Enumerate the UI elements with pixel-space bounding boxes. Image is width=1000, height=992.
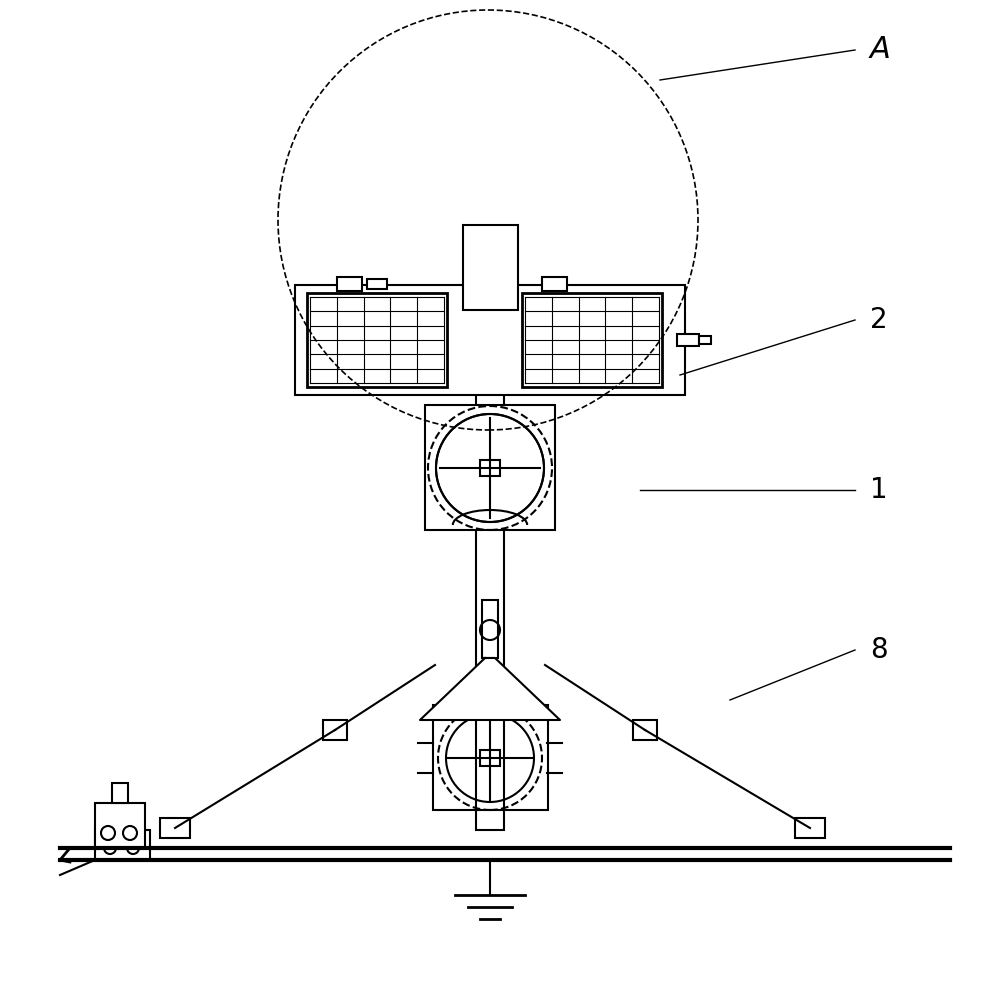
Bar	[482, 600, 498, 658]
Bar	[677, 334, 699, 346]
Bar	[542, 277, 567, 291]
Bar	[307, 293, 447, 387]
Bar	[480, 750, 500, 766]
Bar	[699, 336, 711, 344]
Bar	[323, 720, 347, 740]
Bar	[120, 812, 132, 830]
Text: 1: 1	[870, 476, 888, 504]
Bar	[295, 285, 685, 395]
Bar	[433, 705, 548, 810]
Bar	[463, 225, 518, 310]
Text: A: A	[870, 36, 891, 64]
Bar	[337, 277, 362, 291]
Bar	[476, 315, 504, 830]
Bar	[522, 293, 662, 387]
Circle shape	[436, 414, 544, 522]
Bar	[633, 720, 657, 740]
Polygon shape	[420, 658, 560, 720]
Text: 2: 2	[870, 306, 888, 334]
Bar	[367, 279, 387, 289]
Bar	[112, 783, 128, 803]
Bar	[95, 803, 145, 848]
Bar	[95, 830, 150, 860]
Text: 8: 8	[870, 636, 888, 664]
Bar	[160, 818, 190, 838]
Bar	[480, 460, 500, 476]
Bar	[425, 405, 555, 530]
Bar	[795, 818, 825, 838]
